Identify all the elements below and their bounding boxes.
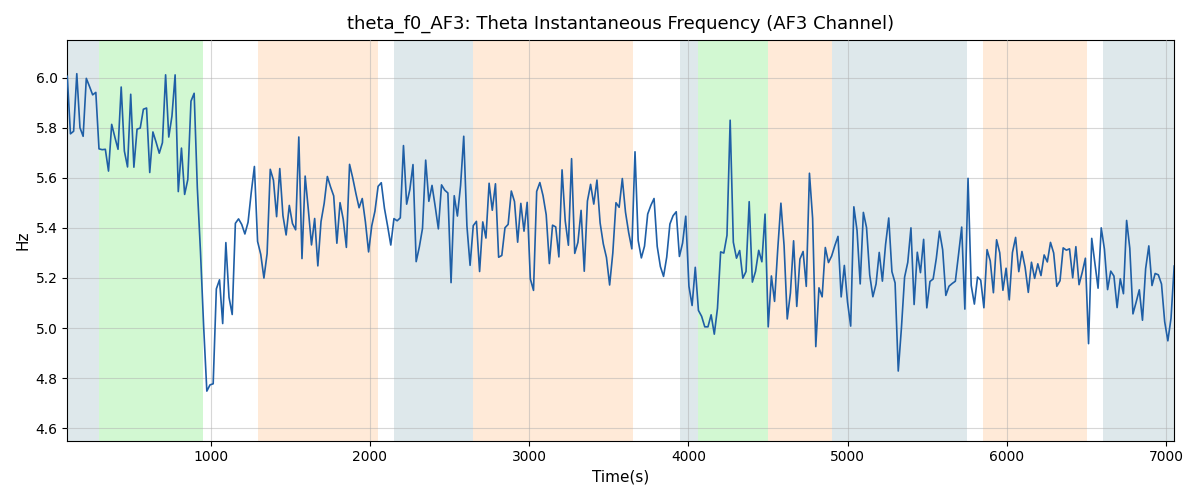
Bar [832,40,967,440]
Bar [680,40,698,440]
Bar [474,40,632,440]
X-axis label: Time(s): Time(s) [592,470,649,485]
Bar [258,40,378,440]
Bar [67,40,100,440]
Title: theta_f0_AF3: Theta Instantaneous Frequency (AF3 Channel): theta_f0_AF3: Theta Instantaneous Freque… [347,15,894,34]
Bar [394,40,474,440]
Y-axis label: Hz: Hz [16,230,30,250]
Bar [768,40,832,440]
Bar [1103,40,1174,440]
Bar [100,40,203,440]
Bar [698,40,768,440]
Bar [983,40,1086,440]
